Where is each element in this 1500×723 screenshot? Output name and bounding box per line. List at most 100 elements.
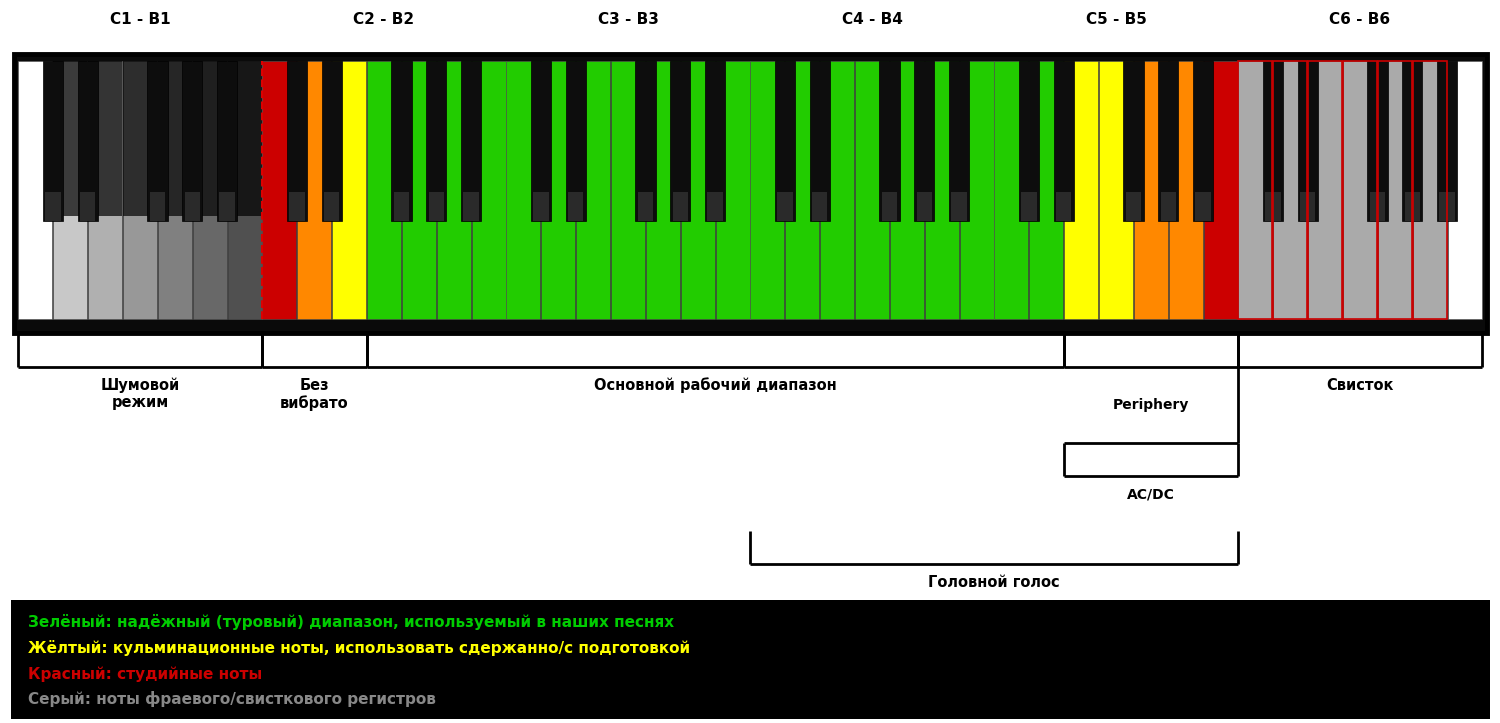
Bar bbox=[1158, 61, 1179, 221]
Text: C4 - B4: C4 - B4 bbox=[842, 12, 903, 27]
Bar bbox=[1298, 61, 1318, 221]
Bar bbox=[1263, 61, 1282, 221]
Bar bbox=[217, 61, 237, 221]
Bar bbox=[1448, 61, 1482, 320]
Text: C5 - B5: C5 - B5 bbox=[1086, 12, 1146, 27]
Bar bbox=[670, 61, 690, 221]
Bar bbox=[88, 61, 122, 320]
Bar bbox=[1440, 192, 1455, 221]
Bar bbox=[286, 61, 308, 221]
Bar bbox=[471, 61, 506, 320]
Bar bbox=[774, 61, 795, 221]
Bar bbox=[994, 61, 1029, 320]
Bar bbox=[821, 61, 854, 320]
Bar bbox=[18, 61, 53, 320]
Bar bbox=[290, 192, 304, 221]
Text: C3 - B3: C3 - B3 bbox=[597, 12, 658, 27]
Bar bbox=[45, 192, 60, 221]
Bar bbox=[1161, 192, 1176, 221]
Bar bbox=[636, 61, 656, 221]
Bar bbox=[638, 192, 652, 221]
Bar bbox=[429, 192, 444, 221]
Bar bbox=[532, 192, 549, 221]
Bar bbox=[1274, 61, 1306, 320]
Bar bbox=[368, 61, 400, 320]
Bar bbox=[80, 192, 96, 221]
Text: Жёлтый: кульминационные ноты, использовать сдержанно/с подготовкой: Жёлтый: кульминационные ноты, использова… bbox=[28, 640, 690, 656]
Bar bbox=[879, 61, 900, 221]
Bar bbox=[672, 192, 688, 221]
Bar bbox=[507, 61, 540, 320]
Bar bbox=[914, 61, 934, 221]
Text: Красный: студийные ноты: Красный: студийные ноты bbox=[28, 667, 262, 682]
Bar bbox=[810, 61, 830, 221]
Bar bbox=[184, 192, 200, 221]
Bar bbox=[158, 61, 192, 216]
Bar bbox=[1053, 61, 1074, 221]
Bar bbox=[1308, 61, 1342, 320]
Bar bbox=[1378, 61, 1411, 320]
Bar bbox=[123, 61, 158, 320]
Bar bbox=[1022, 192, 1036, 221]
Bar bbox=[228, 61, 261, 216]
Text: Без
вибрато: Без вибрато bbox=[280, 377, 348, 411]
Bar bbox=[464, 192, 478, 221]
Bar bbox=[951, 192, 968, 221]
Bar bbox=[1402, 61, 1422, 221]
Bar bbox=[855, 61, 889, 320]
Bar bbox=[926, 61, 958, 320]
Text: Основной рабочий диапазон: Основной рабочий диапазон bbox=[594, 377, 837, 393]
Text: Зелёный: надёжный (туровый) диапазон, используемый в наших песнях: Зелёный: надёжный (туровый) диапазон, ис… bbox=[28, 614, 675, 630]
Bar bbox=[1168, 61, 1203, 320]
Bar bbox=[54, 61, 87, 320]
Bar bbox=[182, 61, 203, 221]
Bar bbox=[568, 192, 584, 221]
Bar bbox=[1404, 192, 1420, 221]
Bar bbox=[436, 61, 471, 320]
Bar bbox=[297, 61, 332, 320]
Bar bbox=[1239, 61, 1272, 320]
Bar bbox=[1192, 61, 1214, 221]
Bar bbox=[1100, 61, 1132, 320]
Bar bbox=[960, 61, 993, 320]
Bar bbox=[1125, 192, 1142, 221]
Bar bbox=[1203, 61, 1237, 320]
Text: Головной голос: Головной голос bbox=[928, 576, 1060, 591]
Bar bbox=[610, 61, 645, 320]
Text: AC/DC: AC/DC bbox=[1126, 487, 1174, 502]
Bar bbox=[1056, 192, 1071, 221]
Bar bbox=[531, 61, 550, 221]
Text: C1 - B1: C1 - B1 bbox=[110, 12, 171, 27]
Bar bbox=[54, 61, 87, 216]
Bar bbox=[576, 61, 610, 320]
Bar bbox=[123, 61, 158, 216]
Bar bbox=[1196, 192, 1210, 221]
Bar bbox=[460, 61, 482, 221]
Bar bbox=[1124, 61, 1143, 221]
Bar bbox=[158, 61, 192, 320]
Text: Свисток: Свисток bbox=[1326, 377, 1394, 393]
Bar bbox=[219, 192, 236, 221]
Bar bbox=[332, 61, 366, 320]
Bar bbox=[1370, 192, 1384, 221]
Bar bbox=[1378, 61, 1411, 320]
Bar bbox=[777, 192, 792, 221]
Bar bbox=[194, 61, 226, 216]
Bar bbox=[708, 192, 723, 221]
Bar bbox=[402, 61, 436, 320]
Bar bbox=[812, 192, 828, 221]
Text: Шумовой
режим: Шумовой режим bbox=[100, 377, 180, 411]
Bar bbox=[150, 192, 165, 221]
Bar bbox=[42, 61, 63, 221]
Bar bbox=[88, 61, 122, 216]
Bar bbox=[1413, 61, 1446, 320]
Bar bbox=[1264, 192, 1281, 221]
Bar bbox=[1064, 61, 1098, 320]
Text: C6 - B6: C6 - B6 bbox=[1329, 12, 1390, 27]
Bar bbox=[750, 61, 784, 320]
Bar bbox=[1342, 61, 1377, 320]
Text: Серый: ноты фраевого/свисткового регистров: Серый: ноты фраевого/свисткового регистр… bbox=[28, 691, 436, 707]
Bar bbox=[1274, 61, 1306, 320]
Bar bbox=[324, 192, 339, 221]
Bar bbox=[194, 61, 226, 320]
